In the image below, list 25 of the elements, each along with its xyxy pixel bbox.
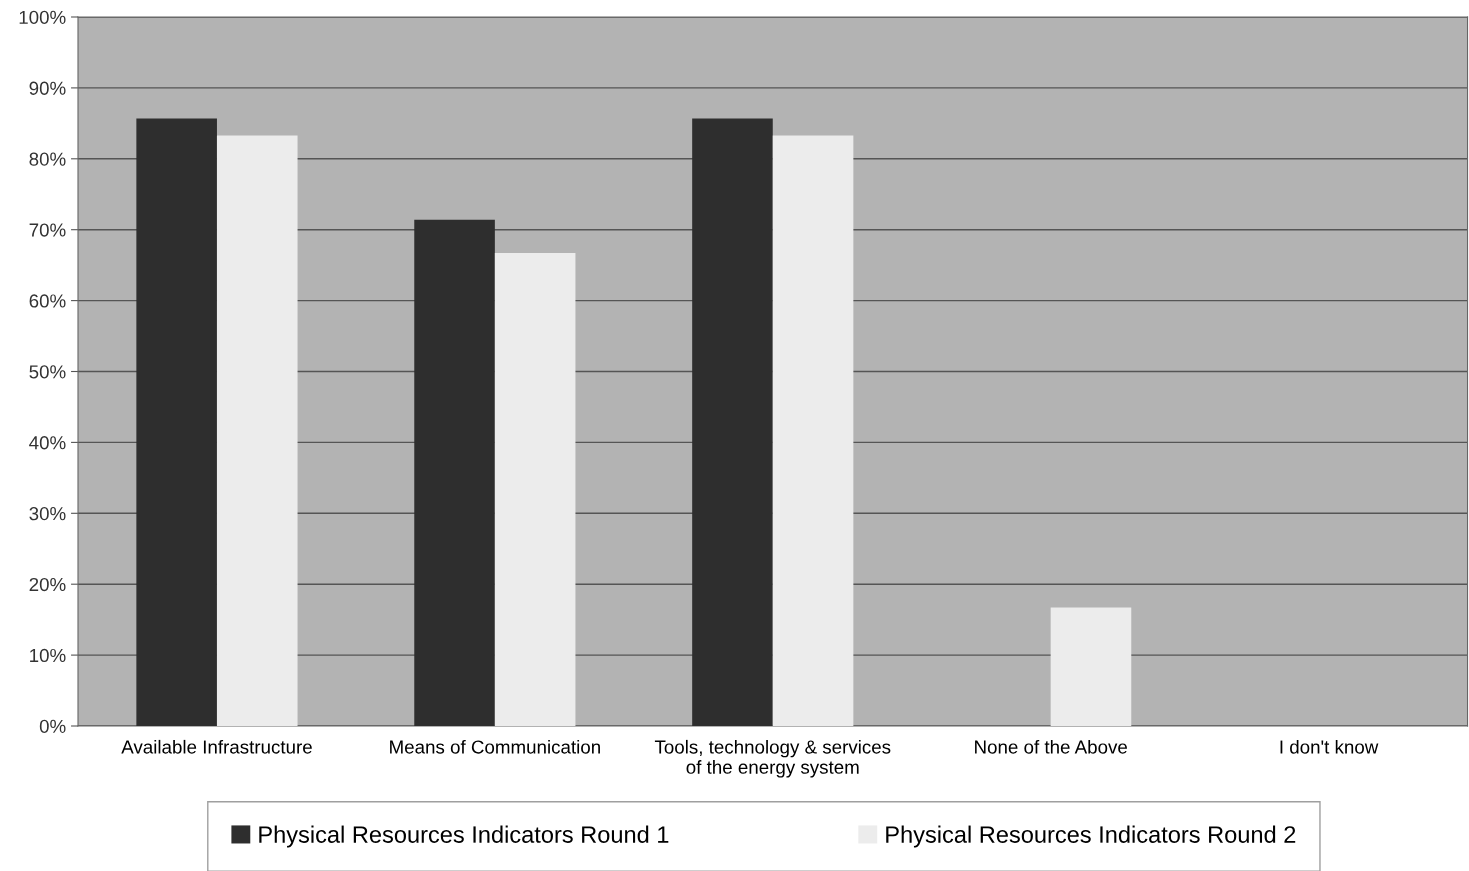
y-tick-label: 40% [29, 436, 66, 450]
y-tick-label: 20% [29, 577, 66, 592]
legend-label: Physical Resources Indicators Round 1 [259, 825, 669, 848]
y-tick-label: 50% [29, 365, 66, 379]
y-tick-label: 70% [29, 223, 66, 237]
x-tick-label: Means of Communication [390, 739, 600, 754]
bar [494, 253, 576, 726]
bar [1050, 607, 1132, 726]
bar [136, 118, 217, 726]
y-tick-label: 60% [29, 294, 66, 308]
bar [414, 219, 495, 726]
bar [772, 135, 854, 726]
bar [692, 118, 773, 726]
x-tick-label: None of the Above [975, 739, 1127, 754]
y-tick-label: 10% [30, 648, 66, 663]
x-tick-label: Available Infrastructure [121, 739, 312, 754]
bar [216, 135, 298, 726]
y-tick-label: 100% [19, 10, 66, 24]
y-tick-label: 0% [39, 719, 66, 733]
x-tick-label: I don't know [1280, 739, 1379, 754]
x-tick-label: Tools, technology & services of the energy system [654, 739, 891, 778]
y-tick-label: 80% [29, 152, 66, 166]
y-tick-label: 90% [29, 81, 66, 95]
legend-label: Physical Resources Indicators Round 2 [886, 825, 1296, 848]
y-tick-label: 30% [29, 507, 66, 521]
